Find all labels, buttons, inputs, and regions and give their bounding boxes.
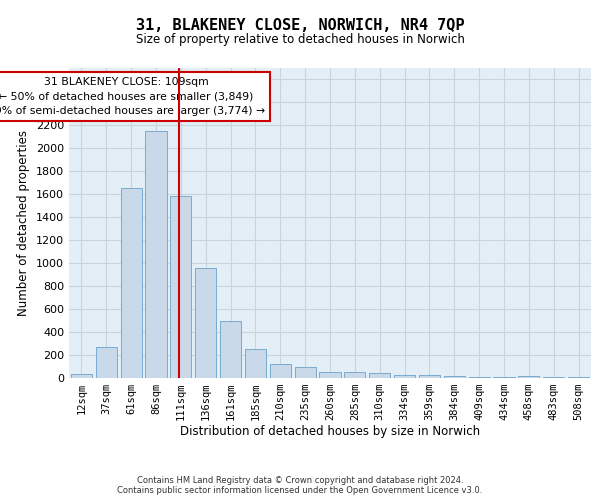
Bar [220,321,241,378]
Bar [319,372,341,378]
Text: 31, BLAKENEY CLOSE, NORWICH, NR4 7QP: 31, BLAKENEY CLOSE, NORWICH, NR4 7QP [136,18,464,32]
Bar [369,374,390,378]
Bar [518,376,539,378]
Text: Size of property relative to detached houses in Norwich: Size of property relative to detached ho… [136,32,464,46]
Bar [145,130,167,378]
Bar [419,375,440,378]
Bar [270,364,291,378]
Text: Contains HM Land Registry data © Crown copyright and database right 2024.
Contai: Contains HM Land Registry data © Crown c… [118,476,482,495]
Text: 31 BLAKENEY CLOSE: 109sqm
← 50% of detached houses are smaller (3,849)
49% of se: 31 BLAKENEY CLOSE: 109sqm ← 50% of detac… [0,76,265,116]
Bar [344,372,365,378]
Bar [96,346,117,378]
Bar [444,376,465,378]
Bar [543,377,564,378]
Bar [195,268,216,378]
Bar [170,196,191,378]
Bar [245,350,266,378]
Bar [295,367,316,378]
Bar [469,377,490,378]
Bar [71,374,92,378]
X-axis label: Distribution of detached houses by size in Norwich: Distribution of detached houses by size … [180,426,480,438]
Bar [121,188,142,378]
Bar [493,377,515,378]
Bar [568,377,589,378]
Bar [394,375,415,378]
Y-axis label: Number of detached properties: Number of detached properties [17,130,31,316]
